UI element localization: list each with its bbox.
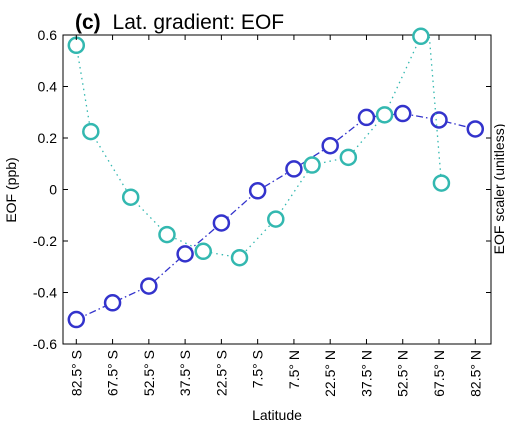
y-tick-label: -0.4 [33,285,57,301]
series-2-line [75,35,443,259]
series-1-point [285,160,303,178]
series-2-point [230,248,249,267]
y2-axis-label: EOF scaler (unitless) [491,124,505,255]
series-layer [67,27,485,329]
x-axis: 82.5° S 67.5° S 52.5° S 37.5° S 22.5° S 7.5° … [68,35,483,397]
x-tick-label: 37.5° S [177,350,193,396]
x-tick-label: 82.5° N [467,350,483,397]
y-tick-label: -0.6 [33,336,57,352]
x-tick-label: 7.5° S [250,350,266,388]
y-tick-label: 0 [49,182,57,198]
y-axis-label: EOF (ppb) [3,157,19,222]
series-2-point [67,36,86,55]
y-tick-label: 0.4 [38,79,58,95]
series-2-point [121,188,140,206]
chart-title-prefix: (c) [75,11,101,34]
series-2-point [194,242,212,261]
series-2-point [303,156,321,174]
x-tick-label: 67.5° S [105,350,121,396]
series-2-point [267,210,285,228]
series-1-point [430,111,448,129]
y-tick-label: 0.6 [38,27,58,43]
y-tick-label: -0.2 [33,233,57,249]
chart-title-text: Lat. gradient: EOF [113,11,285,34]
series-2-point [375,106,394,124]
series-1-point [67,310,86,329]
series-1-point [357,108,376,127]
x-tick-label: 37.5° N [358,350,374,397]
x-tick-label: 82.5° S [68,350,84,396]
series-2-point [82,122,100,141]
series-1-point [321,136,339,155]
series-1-point [393,104,412,123]
x-tick-label: 22.5° S [213,350,229,396]
y-tick-label: 0.2 [38,130,58,146]
series-2-point [158,225,176,244]
series-1-point [140,277,158,295]
series-1-point [176,245,194,263]
x-tick-label: 7.5° N [286,350,302,389]
series-2-point [339,148,358,167]
x-tick-label: 52.5° N [395,350,411,397]
series-2-point [432,174,451,192]
y2-axis-label-clip: EOF scaler (unitless) [491,124,505,255]
series-2-point [412,27,430,46]
series-1-point [466,120,485,138]
series-1-point [103,294,122,312]
series-1-point [248,182,267,200]
y-axis: -0.6 -0.4 -0.2 0 0.2 0.4 0.6 [33,27,491,352]
x-tick-label: 22.5° N [322,350,338,397]
x-tick-label: 67.5° N [431,350,447,397]
series-1-point [212,214,231,232]
x-tick-label: 52.5° S [141,350,157,396]
x-axis-label: Latitude [252,407,302,423]
chart-title: (c) Lat. gradient: EOF [75,11,284,34]
